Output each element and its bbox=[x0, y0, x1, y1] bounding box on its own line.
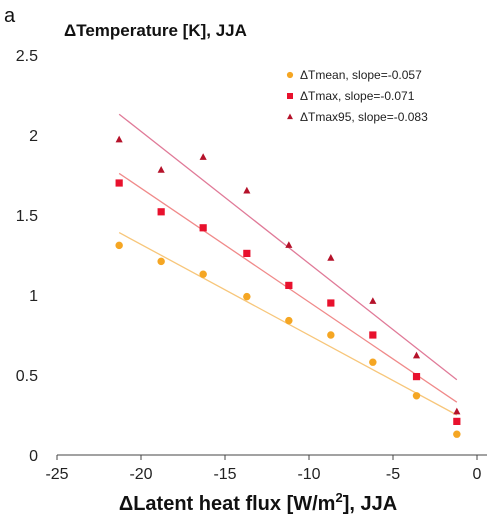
data-point bbox=[369, 331, 377, 339]
data-point bbox=[199, 224, 207, 232]
data-point bbox=[157, 166, 165, 173]
data-point bbox=[243, 249, 251, 257]
data-point bbox=[327, 254, 335, 261]
x-axis-label-sup: 2 bbox=[335, 490, 342, 505]
legend: ΔTmean, slope=-0.057 ΔTmax, slope=-0.071 Δ… bbox=[286, 68, 428, 124]
data-point bbox=[285, 316, 293, 325]
data-point bbox=[115, 135, 123, 143]
x-axis-label: ΔLatent heat flux [W/m2], JJA bbox=[119, 490, 397, 515]
y-tick-label: 2.5 bbox=[16, 48, 38, 65]
legend-marker bbox=[287, 93, 293, 99]
y-tick-label: 0.5 bbox=[16, 368, 38, 385]
data-point bbox=[157, 257, 165, 266]
data-point bbox=[115, 241, 123, 250]
data-markers bbox=[115, 135, 461, 438]
data-point bbox=[369, 297, 377, 304]
data-point bbox=[115, 179, 123, 187]
data-point bbox=[369, 358, 377, 366]
data-point bbox=[453, 430, 461, 438]
x-tick-label: -5 bbox=[386, 466, 400, 483]
data-point bbox=[285, 281, 293, 289]
data-point bbox=[285, 241, 293, 248]
data-point bbox=[453, 407, 461, 415]
legend-entry: ΔTmax95, slope=-0.083 bbox=[300, 110, 428, 124]
data-point bbox=[199, 270, 207, 278]
y-tick-label: 1 bbox=[29, 288, 38, 305]
x-tick-label: -10 bbox=[297, 466, 320, 483]
x-tick-label: -25 bbox=[45, 466, 68, 483]
x-tick-label: 0 bbox=[473, 466, 482, 483]
y-tick-label: 0 bbox=[29, 448, 38, 465]
legend-marker bbox=[287, 113, 293, 120]
x-axis-label-tail: ], JJA bbox=[343, 493, 397, 515]
y-tick-label: 2 bbox=[29, 128, 38, 145]
data-point bbox=[243, 292, 251, 301]
data-point bbox=[453, 417, 461, 425]
fit-lines bbox=[118, 113, 458, 416]
x-axis: -25 -20 -15 -10 -5 0 bbox=[45, 455, 482, 483]
legend-entry: ΔTmax, slope=-0.071 bbox=[300, 89, 415, 103]
y-tick-label: 1.5 bbox=[16, 208, 38, 225]
data-point bbox=[412, 373, 421, 381]
x-tick-label: -15 bbox=[213, 466, 236, 483]
legend-marker bbox=[286, 71, 294, 79]
data-point bbox=[327, 299, 335, 307]
x-tick-label: -20 bbox=[129, 466, 152, 483]
data-point bbox=[327, 331, 335, 339]
data-point bbox=[412, 351, 421, 359]
legend-entry: ΔTmean, slope=-0.057 bbox=[300, 68, 422, 82]
x-axis-label-main: ΔLatent heat flux [W/m bbox=[119, 493, 336, 515]
data-point bbox=[157, 208, 165, 216]
chart-title: ΔTemperature [K], JJA bbox=[64, 21, 247, 40]
panel-label: a bbox=[4, 5, 16, 27]
data-point bbox=[412, 392, 421, 400]
data-point bbox=[199, 153, 207, 160]
y-axis: 0 0.5 1 1.5 2 2.5 bbox=[16, 48, 38, 465]
data-point bbox=[243, 186, 251, 194]
